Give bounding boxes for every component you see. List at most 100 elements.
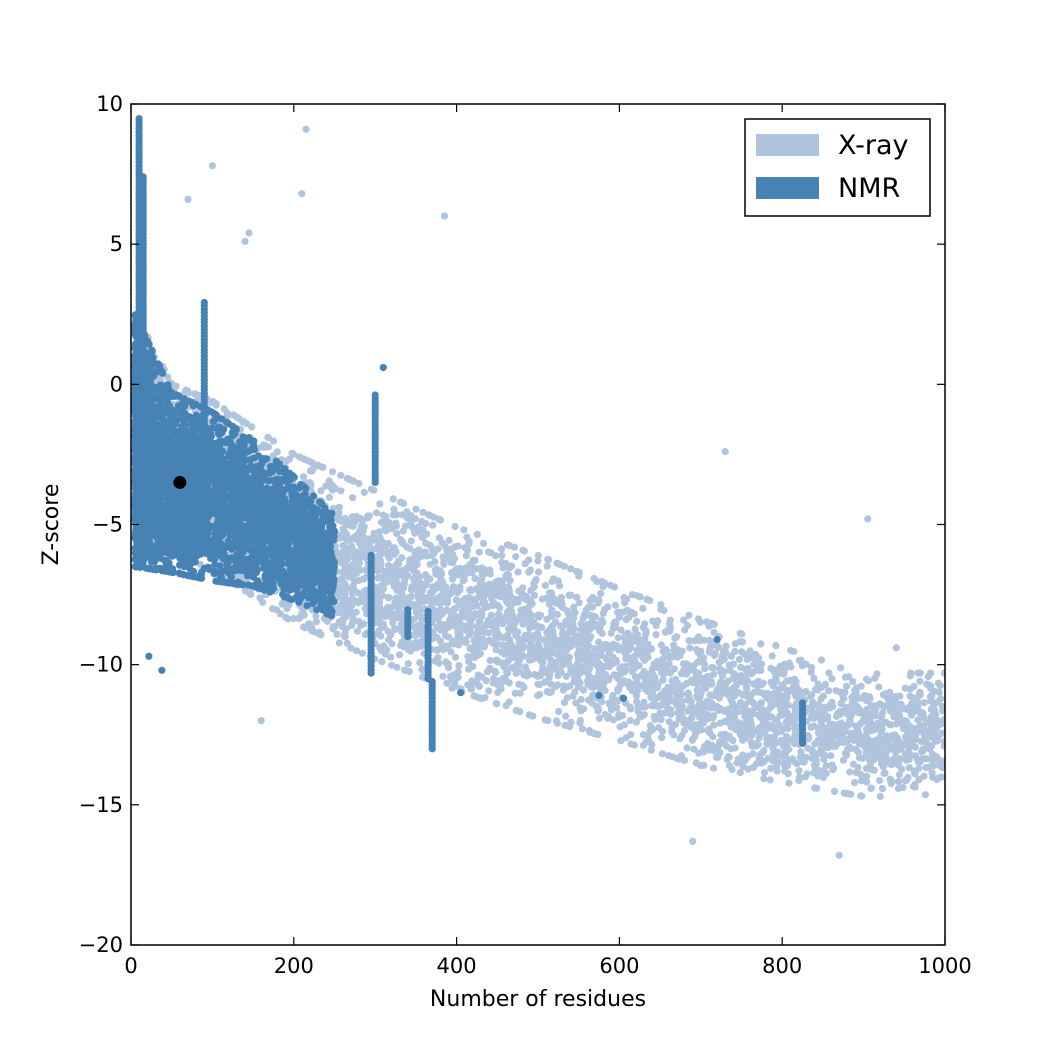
data-point — [613, 642, 621, 650]
data-point — [382, 542, 390, 550]
data-point — [745, 707, 753, 715]
data-point — [601, 710, 609, 719]
data-point — [496, 604, 504, 612]
data-point — [642, 627, 650, 635]
data-point — [486, 664, 494, 672]
data-point — [683, 744, 691, 752]
data-point — [520, 683, 528, 692]
data-point — [525, 568, 533, 576]
data-point — [725, 661, 733, 669]
data-point — [903, 726, 911, 735]
data-point — [810, 722, 818, 730]
data-point — [475, 548, 483, 556]
data-point — [849, 678, 857, 686]
data-point — [352, 608, 360, 616]
data-point — [439, 672, 447, 680]
data-point — [666, 620, 674, 628]
data-point — [555, 707, 563, 716]
data-point — [825, 669, 833, 677]
data-point — [405, 667, 413, 676]
data-point — [731, 647, 739, 656]
data-point — [295, 614, 303, 623]
data-point — [818, 767, 827, 775]
data-point — [749, 680, 758, 688]
data-point — [906, 672, 914, 680]
data-point — [544, 666, 552, 675]
data-point — [480, 643, 488, 651]
data-point — [614, 634, 622, 642]
data-point — [463, 612, 471, 620]
data-point — [916, 757, 924, 765]
data-point — [429, 521, 437, 529]
data-point — [928, 692, 936, 700]
data-point — [940, 737, 945, 746]
data-point — [567, 565, 575, 573]
data-point — [714, 643, 723, 651]
data-point — [566, 682, 574, 690]
data-point — [724, 677, 732, 685]
data-point — [744, 669, 752, 677]
data-point — [792, 678, 800, 686]
data-point — [514, 568, 522, 576]
data-point — [415, 546, 423, 554]
data-point — [808, 691, 816, 699]
data-point — [639, 731, 648, 739]
data-point — [916, 677, 924, 685]
data-point — [670, 641, 678, 649]
data-point — [486, 566, 494, 574]
data-point — [341, 557, 350, 565]
data-point — [927, 713, 935, 721]
data-point — [652, 631, 660, 639]
data-point — [467, 685, 475, 693]
data-point — [358, 517, 366, 525]
data-point — [452, 622, 460, 631]
data-points — [131, 115, 945, 859]
data-point — [525, 711, 533, 719]
data-point — [597, 679, 605, 687]
data-point — [558, 646, 566, 654]
data-point — [898, 765, 906, 773]
data-point — [385, 636, 393, 644]
data-point — [658, 734, 666, 742]
data-point — [530, 591, 539, 599]
data-point — [570, 603, 578, 611]
data-point — [867, 784, 875, 792]
data-point — [646, 685, 654, 693]
data-point — [880, 769, 888, 778]
data-point — [847, 711, 856, 719]
data-point — [736, 769, 744, 777]
data-point — [739, 691, 747, 699]
data-point — [592, 596, 600, 604]
data-point — [836, 688, 845, 696]
data-point — [749, 699, 758, 707]
data-point — [379, 620, 387, 628]
data-point — [397, 623, 405, 632]
data-point — [851, 686, 859, 694]
data-point — [703, 726, 712, 734]
data-point — [790, 647, 798, 656]
data-point — [549, 638, 557, 646]
data-point — [666, 669, 675, 677]
data-point — [772, 642, 780, 650]
data-point — [767, 664, 775, 672]
data-point — [823, 712, 832, 720]
data-point — [390, 573, 398, 581]
data-point — [541, 581, 550, 590]
data-point — [854, 735, 862, 743]
data-point — [491, 669, 500, 677]
data-point — [411, 569, 419, 577]
data-point — [553, 719, 562, 727]
data-point — [566, 635, 574, 644]
data-point — [709, 733, 717, 741]
data-point — [385, 594, 393, 602]
data-point — [923, 680, 931, 688]
data-point — [530, 622, 539, 631]
data-point — [665, 653, 673, 662]
data-point — [339, 615, 347, 623]
data-point — [817, 656, 826, 664]
data-point — [283, 605, 291, 613]
data-point — [795, 767, 803, 775]
data-point — [906, 749, 914, 758]
data-point — [876, 776, 884, 785]
data-point — [823, 739, 831, 747]
